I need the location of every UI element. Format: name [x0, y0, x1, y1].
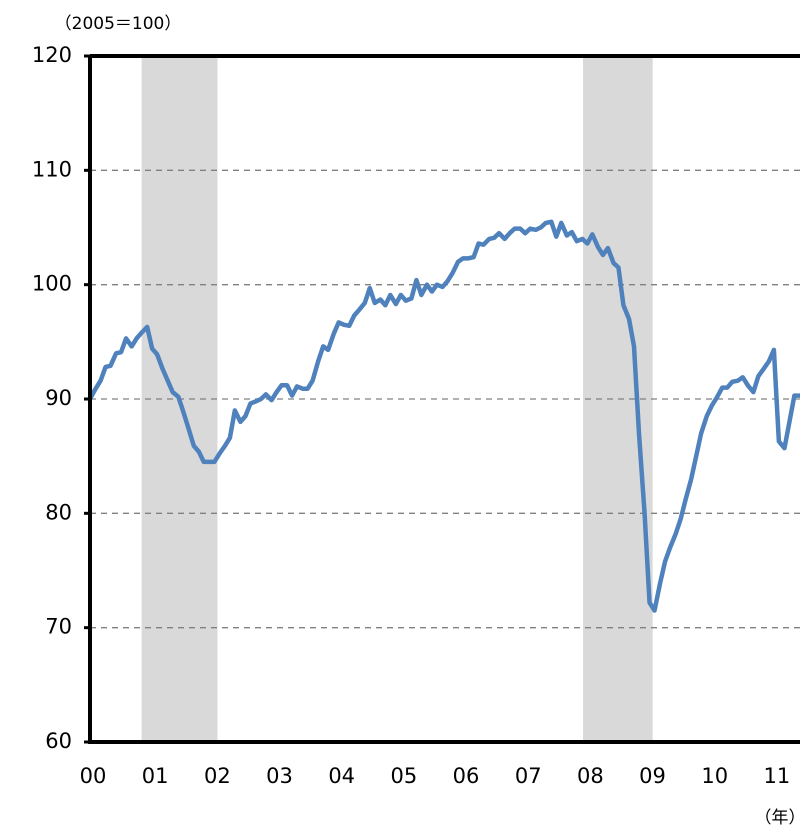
x-tick-label: 11 — [764, 764, 791, 788]
x-tick-label: 08 — [577, 764, 604, 788]
y-tick-label: 110 — [32, 157, 72, 181]
x-tick-label: 01 — [142, 764, 169, 788]
y-tick-label: 120 — [32, 43, 72, 67]
y-tick-label: 100 — [32, 272, 72, 296]
x-tick-label: 04 — [328, 764, 355, 788]
y-tick-label: 90 — [45, 386, 72, 410]
unit-label: （2005＝100） — [55, 14, 182, 34]
y-tick-label: 60 — [45, 729, 72, 753]
x-unit-label: （年） — [755, 808, 806, 828]
x-tick-label: 00 — [80, 764, 107, 788]
data-line — [88, 219, 800, 613]
x-tick-label: 03 — [266, 764, 293, 788]
plot-frame — [88, 54, 800, 744]
x-tick-label: 02 — [204, 764, 231, 788]
x-tick-label: 05 — [390, 764, 417, 788]
x-tick-label: 06 — [453, 764, 480, 788]
x-tick-label: 07 — [515, 764, 542, 788]
y-tick-label: 70 — [45, 615, 72, 639]
x-tick-label: 09 — [639, 764, 666, 788]
y-tick-label: 80 — [45, 500, 72, 524]
x-tick-label: 10 — [701, 764, 728, 788]
